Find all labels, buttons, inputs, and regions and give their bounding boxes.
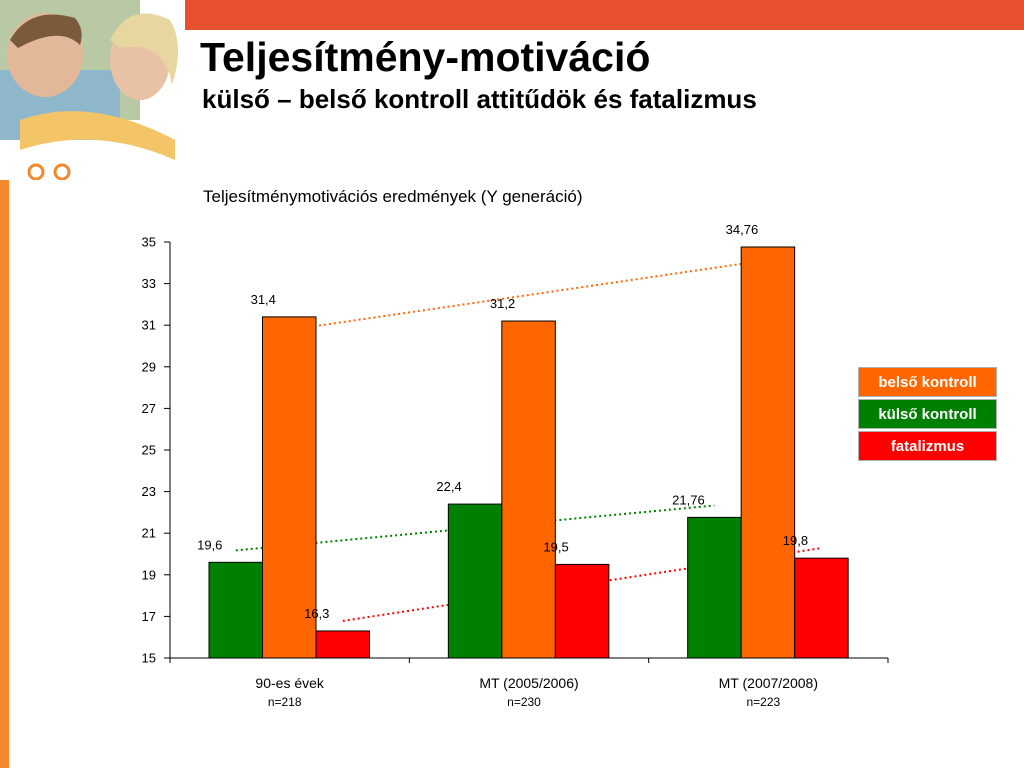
x-category-label: MT (2007/2008) (719, 675, 818, 691)
trend-line (289, 259, 769, 331)
page-title: Teljesítmény-motiváció (200, 34, 651, 80)
data-label: 31,4 (251, 292, 276, 307)
x-sample-size-label: n=223 (746, 695, 780, 709)
data-label: 22,4 (436, 479, 461, 494)
bar (262, 316, 317, 659)
y-tick-label: 15 (142, 651, 156, 666)
y-tick-label: 31 (142, 318, 156, 333)
y-tick-label: 25 (142, 443, 156, 458)
legend-item-belso: belső kontroll (858, 367, 997, 397)
x-category-label: 90-es évek (255, 675, 324, 691)
chart-title: Teljesítménymotivációs eredmények (Y gen… (203, 187, 583, 206)
y-tick-label: 19 (142, 567, 156, 582)
y-tick-label: 17 (142, 609, 156, 624)
page-subtitle: külső – belső kontroll attitűdök és fata… (202, 84, 757, 114)
data-label: 19,8 (783, 533, 808, 548)
y-tick-label: 29 (142, 359, 156, 374)
chart-legend: belső kontroll külső kontroll fatalizmus (858, 367, 997, 463)
top-accent-bar (160, 0, 1024, 30)
x-sample-size-label: n=218 (268, 695, 302, 709)
y-tick-label: 27 (142, 401, 156, 416)
data-label: 31,2 (490, 296, 515, 311)
trend-line (342, 547, 822, 622)
header-photo (0, 0, 185, 180)
bar (501, 320, 556, 659)
data-label: 21,76 (672, 492, 705, 507)
bar (554, 563, 610, 659)
y-tick-label: 21 (142, 526, 156, 541)
data-labels: 19,6 22,4 21,76 31,4 31,2 34,76 16,3 19,5 19,8 (197, 222, 808, 621)
bar (794, 557, 849, 659)
y-tick-label: 35 (142, 235, 156, 250)
bar (740, 246, 796, 659)
y-tick-label: 33 (142, 276, 156, 291)
bar (687, 516, 742, 659)
data-label: 16,3 (304, 606, 329, 621)
bar (447, 503, 503, 659)
bar (315, 630, 370, 659)
data-label: 34,76 (726, 222, 759, 237)
x-category-label: MT (2005/2006) (479, 675, 578, 691)
legend-item-kulso: külső kontroll (858, 399, 997, 429)
bar-series (208, 246, 849, 659)
x-sample-size-label: n=230 (507, 695, 541, 709)
left-accent-stripe (0, 0, 9, 768)
data-label: 19,6 (197, 537, 222, 552)
bar (208, 561, 263, 659)
y-tick-label: 23 (142, 484, 156, 499)
data-label: 19,5 (543, 539, 568, 554)
legend-item-fatalizmus: fatalizmus (858, 431, 997, 461)
